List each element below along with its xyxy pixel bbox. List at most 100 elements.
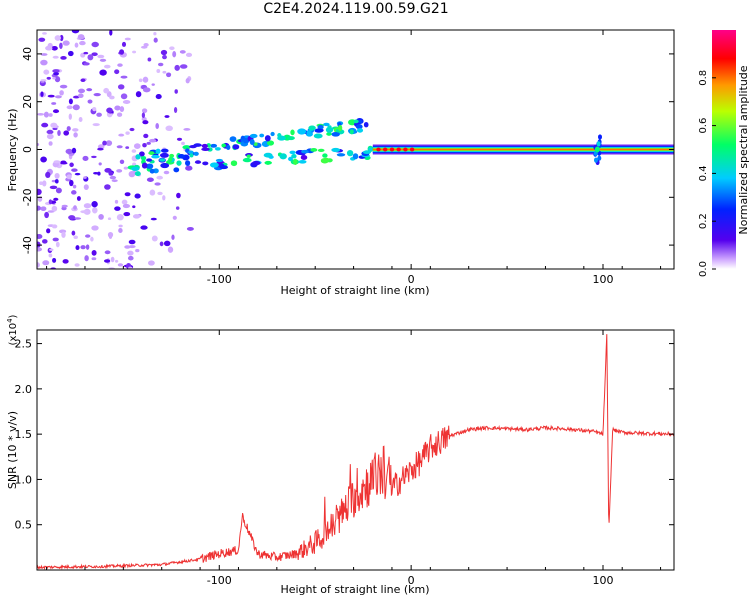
spectrogram-cell xyxy=(356,128,364,133)
spectrogram-cell xyxy=(39,181,43,186)
spectrogram-cell xyxy=(66,174,72,180)
spectrogram-cell xyxy=(54,35,62,41)
spectrogram-cell xyxy=(594,146,600,153)
spectrogram-cell xyxy=(108,171,114,176)
spectrogram-cell xyxy=(128,239,136,245)
spectrogram-cell xyxy=(83,203,92,209)
spectrogram-cell xyxy=(121,199,128,205)
spectrogram-cell xyxy=(59,84,68,89)
spectrogram-cell xyxy=(102,140,107,146)
spectrogram-cell xyxy=(99,58,107,62)
spectrogram-cell xyxy=(173,167,180,173)
spectrogram-cell xyxy=(54,95,62,99)
spectrogram-cell xyxy=(104,250,111,255)
spectrogram-cell xyxy=(114,206,121,211)
spectrogram-cell xyxy=(51,46,58,51)
spectrogram-cell xyxy=(376,147,381,152)
spectrogram-cell xyxy=(116,112,123,117)
spectrogram-cell xyxy=(104,168,112,173)
spectrogram-cell xyxy=(301,149,309,154)
spectrogram-cell xyxy=(84,255,89,262)
spectrogram-cell xyxy=(77,88,86,94)
spectrogram-cell xyxy=(189,153,194,158)
x-tick-label: -100 xyxy=(207,273,232,286)
spectrogram-cell xyxy=(143,133,149,139)
spectrogram-cell xyxy=(65,148,73,154)
spectrogram-cell xyxy=(109,30,113,36)
spectrogram-cell xyxy=(91,155,97,159)
spectrogram-cell xyxy=(259,133,265,138)
spectrogram-cell xyxy=(117,263,124,267)
spectrogram-cell xyxy=(368,147,373,152)
spectrogram-cell xyxy=(60,56,67,60)
spectrogram-cell xyxy=(131,149,137,153)
spectrogram-cell xyxy=(92,123,100,127)
spectrogram-cell xyxy=(314,128,324,133)
spectrogram-cell xyxy=(141,112,146,119)
snr-panel: -100 0 100 0.5 1.0 1.5 2.0 2.5 Height of straig… xyxy=(6,314,675,596)
spectrogram-cell xyxy=(346,149,354,157)
spectrogram-cell xyxy=(172,51,177,58)
spectrogram-cell xyxy=(146,141,151,145)
spectrogram-cell xyxy=(215,158,224,163)
spectrogram-cell xyxy=(106,107,113,114)
spectrogram-cell xyxy=(124,192,131,197)
spectrogram-cell xyxy=(68,215,76,220)
spectrogram-cell xyxy=(325,126,334,133)
spectrogram-cell xyxy=(147,57,152,62)
spectrogram-cell xyxy=(135,154,141,160)
spectrogram-cell xyxy=(288,156,293,162)
spectrogram-cell xyxy=(93,93,101,97)
y-tick-label: 20 xyxy=(21,95,34,109)
spectrogram-cell xyxy=(153,32,157,36)
colorbar-ticks: 0.0 0.2 0.4 0.6 0.8 xyxy=(698,70,716,277)
spectrogram-cell xyxy=(46,228,51,234)
spectrogram-cell xyxy=(91,201,98,208)
spectrogram-cell xyxy=(73,217,82,220)
spectrogram-cell xyxy=(49,248,54,251)
spectrogram-cell xyxy=(122,100,131,104)
spectrogram-cell xyxy=(71,168,78,172)
spectrogram-cell xyxy=(38,37,46,42)
spectrogram-cell xyxy=(290,129,295,136)
spectrogram-cell xyxy=(69,179,74,187)
spectrogram-cell xyxy=(179,64,188,69)
spectrogram-cell xyxy=(114,105,121,111)
spectrogram-cell xyxy=(155,148,161,154)
spectrogram-cell xyxy=(49,185,58,190)
spectrogram-cell xyxy=(105,140,113,146)
spectrogram-cell xyxy=(80,52,86,58)
spectrogram-cell xyxy=(74,42,79,48)
spectrogram-cell xyxy=(147,260,155,266)
spectrogram-cell xyxy=(210,143,218,148)
spectrogram-cell xyxy=(326,132,332,136)
spectrogram-cell xyxy=(383,147,388,152)
spectrogram-cell xyxy=(277,133,282,138)
colorbar-tick-label: 0.2 xyxy=(698,213,709,229)
spectrogram-cell xyxy=(71,147,77,154)
spectrogram-cell xyxy=(62,259,69,264)
spectrogram-cell xyxy=(37,205,42,211)
spectrogram-cell xyxy=(79,40,86,46)
spectrogram-cell xyxy=(363,150,371,155)
spectrogram-cell xyxy=(116,169,123,173)
spectrogram-cell xyxy=(122,203,130,209)
spectrogram-cell xyxy=(93,172,99,175)
spectrogram-cell xyxy=(298,159,307,164)
spectrogram-cell xyxy=(127,255,134,261)
spectrogram-cell xyxy=(132,214,141,219)
spectrogram-cell xyxy=(174,89,178,94)
spectrogram-cell xyxy=(83,184,89,190)
spectrogram-cell xyxy=(73,132,78,138)
spectrogram-cell xyxy=(46,76,51,80)
spectrogram-cell xyxy=(71,190,77,195)
y-tick-label: -20 xyxy=(21,188,34,206)
spectrogram-cell xyxy=(76,196,81,201)
spectrogram-cell xyxy=(135,91,142,98)
spectrogram-cell xyxy=(327,125,332,129)
spectrogram-cell xyxy=(185,52,193,58)
spectrogram-cell xyxy=(109,95,115,100)
spectrogram-cell xyxy=(317,124,324,130)
spectrogram-cell xyxy=(40,79,47,82)
spectrogram-cell xyxy=(48,253,53,258)
